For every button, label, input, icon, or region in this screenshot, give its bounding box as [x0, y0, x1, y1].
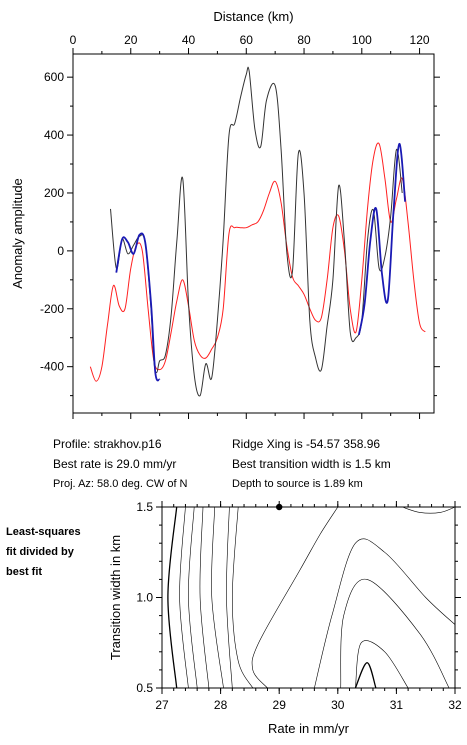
contour-x-tick-label: 29	[273, 698, 287, 712]
contour-line	[340, 579, 450, 689]
side-note-line-1: Least-squares	[6, 526, 81, 538]
best-rate-text: Best rate is 29.0 mm/yr	[53, 457, 177, 471]
profile-x-tick-label: 80	[297, 33, 311, 47]
profile-x-tick-label: 20	[124, 33, 138, 47]
source-depth-text: Depth to source is 1.89 km	[232, 478, 363, 490]
profile-y-axis-label: Anomaly amplitude	[10, 178, 25, 289]
profile-y-tick-label: 400	[44, 128, 64, 142]
contour-x-tick-label: 27	[155, 698, 169, 712]
contour-x-tick-label: 31	[390, 698, 404, 712]
contour-line	[179, 506, 189, 689]
contour-x-tick-label: 30	[331, 698, 345, 712]
profile-x-tick-label: 120	[410, 33, 430, 47]
contour-lines-group	[167, 506, 456, 689]
profile-y-tick-label: 600	[44, 70, 64, 84]
model-anomaly-line	[89, 142, 426, 382]
contour-y-tick-label: 0.5	[136, 681, 153, 695]
contour-y-tick-label: 1.0	[136, 591, 153, 605]
contour-line	[232, 506, 254, 689]
observed-highlight-line	[115, 232, 161, 382]
profile-series-group	[89, 66, 426, 397]
profile-plot-frame	[72, 53, 435, 414]
best-width-text: Best transition width is 1.5 km	[232, 457, 391, 471]
contour-line	[188, 506, 198, 689]
contour-y-tick-label: 1.5	[136, 500, 153, 514]
profile-name-text: Profile: strakhov.p16	[53, 437, 162, 451]
side-note-line-2: fit divided by	[6, 546, 74, 558]
contour-line	[354, 662, 377, 689]
profile-x-tick-label: 0	[70, 33, 77, 47]
observed-highlight-line	[358, 142, 406, 335]
observed-anomaly-line	[110, 66, 403, 397]
contour-line	[211, 506, 224, 689]
misfit-contour-chart: 27 28 29 30 31 32 0.5 1.0 1.5 Rate in mm/yr Tran…	[108, 500, 462, 736]
profile-x-axis-label: Distance (km)	[213, 9, 293, 24]
profile-y-tick-label: -200	[40, 302, 64, 316]
projection-azimuth-text: Proj. Az: 58.0 deg. CW of N	[53, 478, 188, 490]
side-note-line-3: best fit	[6, 566, 43, 578]
profile-y-tick-label: 0	[57, 244, 64, 258]
contour-line	[314, 538, 456, 689]
contour-line	[199, 506, 210, 689]
profile-x-tick-label: 60	[240, 33, 254, 47]
ridge-crossing-text: Ridge Xing is -54.57 358.96	[232, 437, 381, 451]
profile-y-tick-label: -400	[40, 360, 64, 374]
contour-x-tick-label: 32	[448, 698, 462, 712]
profile-axes: 0 20 40 60 80 100 120 -400 -200 0 200 400 600	[40, 33, 440, 419]
profile-x-tick-label: 40	[182, 33, 196, 47]
contour-line	[226, 506, 233, 689]
contour-x-axis-label: Rate in mm/yr	[268, 721, 350, 736]
contour-line	[251, 506, 339, 689]
contour-line	[355, 640, 409, 689]
contour-x-tick-label: 28	[214, 698, 228, 712]
contour-line	[167, 506, 178, 689]
profile-y-tick-label: 200	[44, 186, 64, 200]
contour-y-axis-label: Transition width in km	[108, 535, 123, 660]
anomaly-profile-chart: 0 20 40 60 80 100 120 -400 -200 0 200 400 600 Distan…	[10, 9, 440, 419]
profile-x-tick-label: 100	[352, 33, 372, 47]
contour-line	[402, 506, 456, 514]
contour-axes: 27 28 29 30 31 32 0.5 1.0 1.5	[136, 500, 462, 712]
best-fit-marker	[276, 503, 283, 511]
